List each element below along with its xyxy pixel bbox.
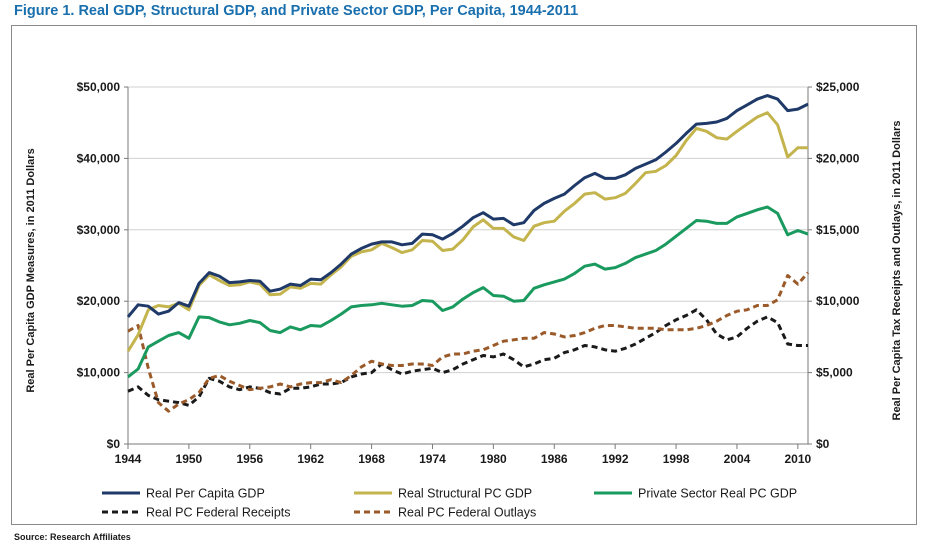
x-tick-label: 1944	[115, 452, 142, 466]
legend-label: Real Structural PC GDP	[398, 487, 532, 501]
y-tick-label-right: $20,000	[816, 151, 860, 165]
y-tick-label-left: $50,000	[77, 80, 121, 94]
x-tick-label: 1986	[541, 452, 568, 466]
y-tick-label-left: $40,000	[77, 151, 121, 165]
axes	[124, 86, 812, 449]
y-tick-label-left: $0	[107, 437, 121, 451]
line-chart: 1944 1950 1956 1962 1968 1974 1980 1986 1992 1998…	[25, 80, 903, 520]
figure-title: Figure 1. Real GDP, Structural GDP, and …	[14, 3, 579, 19]
x-tick-label: 1974	[419, 452, 446, 466]
x-tick-label: 1992	[602, 452, 629, 466]
y-tick-label-right: $5,000	[816, 366, 853, 380]
series-line-real-pc-federal-outlays	[127, 271, 810, 413]
y-tick-label-right: $10,000	[816, 294, 860, 308]
x-tick-label: 1962	[297, 452, 324, 466]
y-tick-label-left: $30,000	[77, 223, 121, 237]
x-tick-label: 1950	[176, 452, 203, 466]
legend-label: Real Per Capita GDP	[146, 487, 265, 501]
series-line-private-sector-real-pc-gdp	[127, 205, 809, 379]
x-tick-label: 1998	[663, 452, 690, 466]
legend-label: Real PC Federal Outlays	[398, 506, 536, 520]
y-tick-label-right: $15,000	[816, 223, 860, 237]
series-line-real-per-capita-gdp	[126, 94, 809, 318]
x-tick-label: 2004	[724, 452, 751, 466]
series-line-real-pc-federal-receipts	[127, 308, 808, 407]
source-note: Source: Research Affiliates	[14, 532, 131, 542]
chart-container: 1944 1950 1956 1962 1968 1974 1980 1986 1992 1998…	[11, 25, 917, 525]
tick-labels: 1944 1950 1956 1962 1968 1974 1980 1986 1992 1998…	[77, 80, 860, 466]
series-line-real-structural-pc-gdp	[126, 111, 808, 352]
x-tick-label: 1980	[480, 452, 507, 466]
y-tick-label-right: $0	[816, 437, 830, 451]
series-lines	[126, 94, 810, 413]
x-tick-label: 1956	[236, 452, 263, 466]
y-tick-label-left: $20,000	[77, 294, 121, 308]
y-tick-label-left: $10,000	[77, 366, 121, 380]
legend: Real Per Capita GDP Real Structural PC GD…	[102, 487, 797, 520]
x-tick-label: 2010	[784, 452, 811, 466]
x-tick-label: 1968	[358, 452, 385, 466]
y-tick-label-right: $25,000	[816, 80, 860, 94]
y-axis-label-left: Real Per Capita GDP Measures, in 2011 Do…	[25, 148, 37, 392]
legend-label: Real PC Federal Receipts	[146, 506, 291, 520]
gridlines	[128, 86, 808, 374]
legend-label: Private Sector Real PC GDP	[638, 487, 797, 501]
y-axis-label-right: Real Per Capita Tax Receipts and Outlays…	[891, 121, 903, 421]
